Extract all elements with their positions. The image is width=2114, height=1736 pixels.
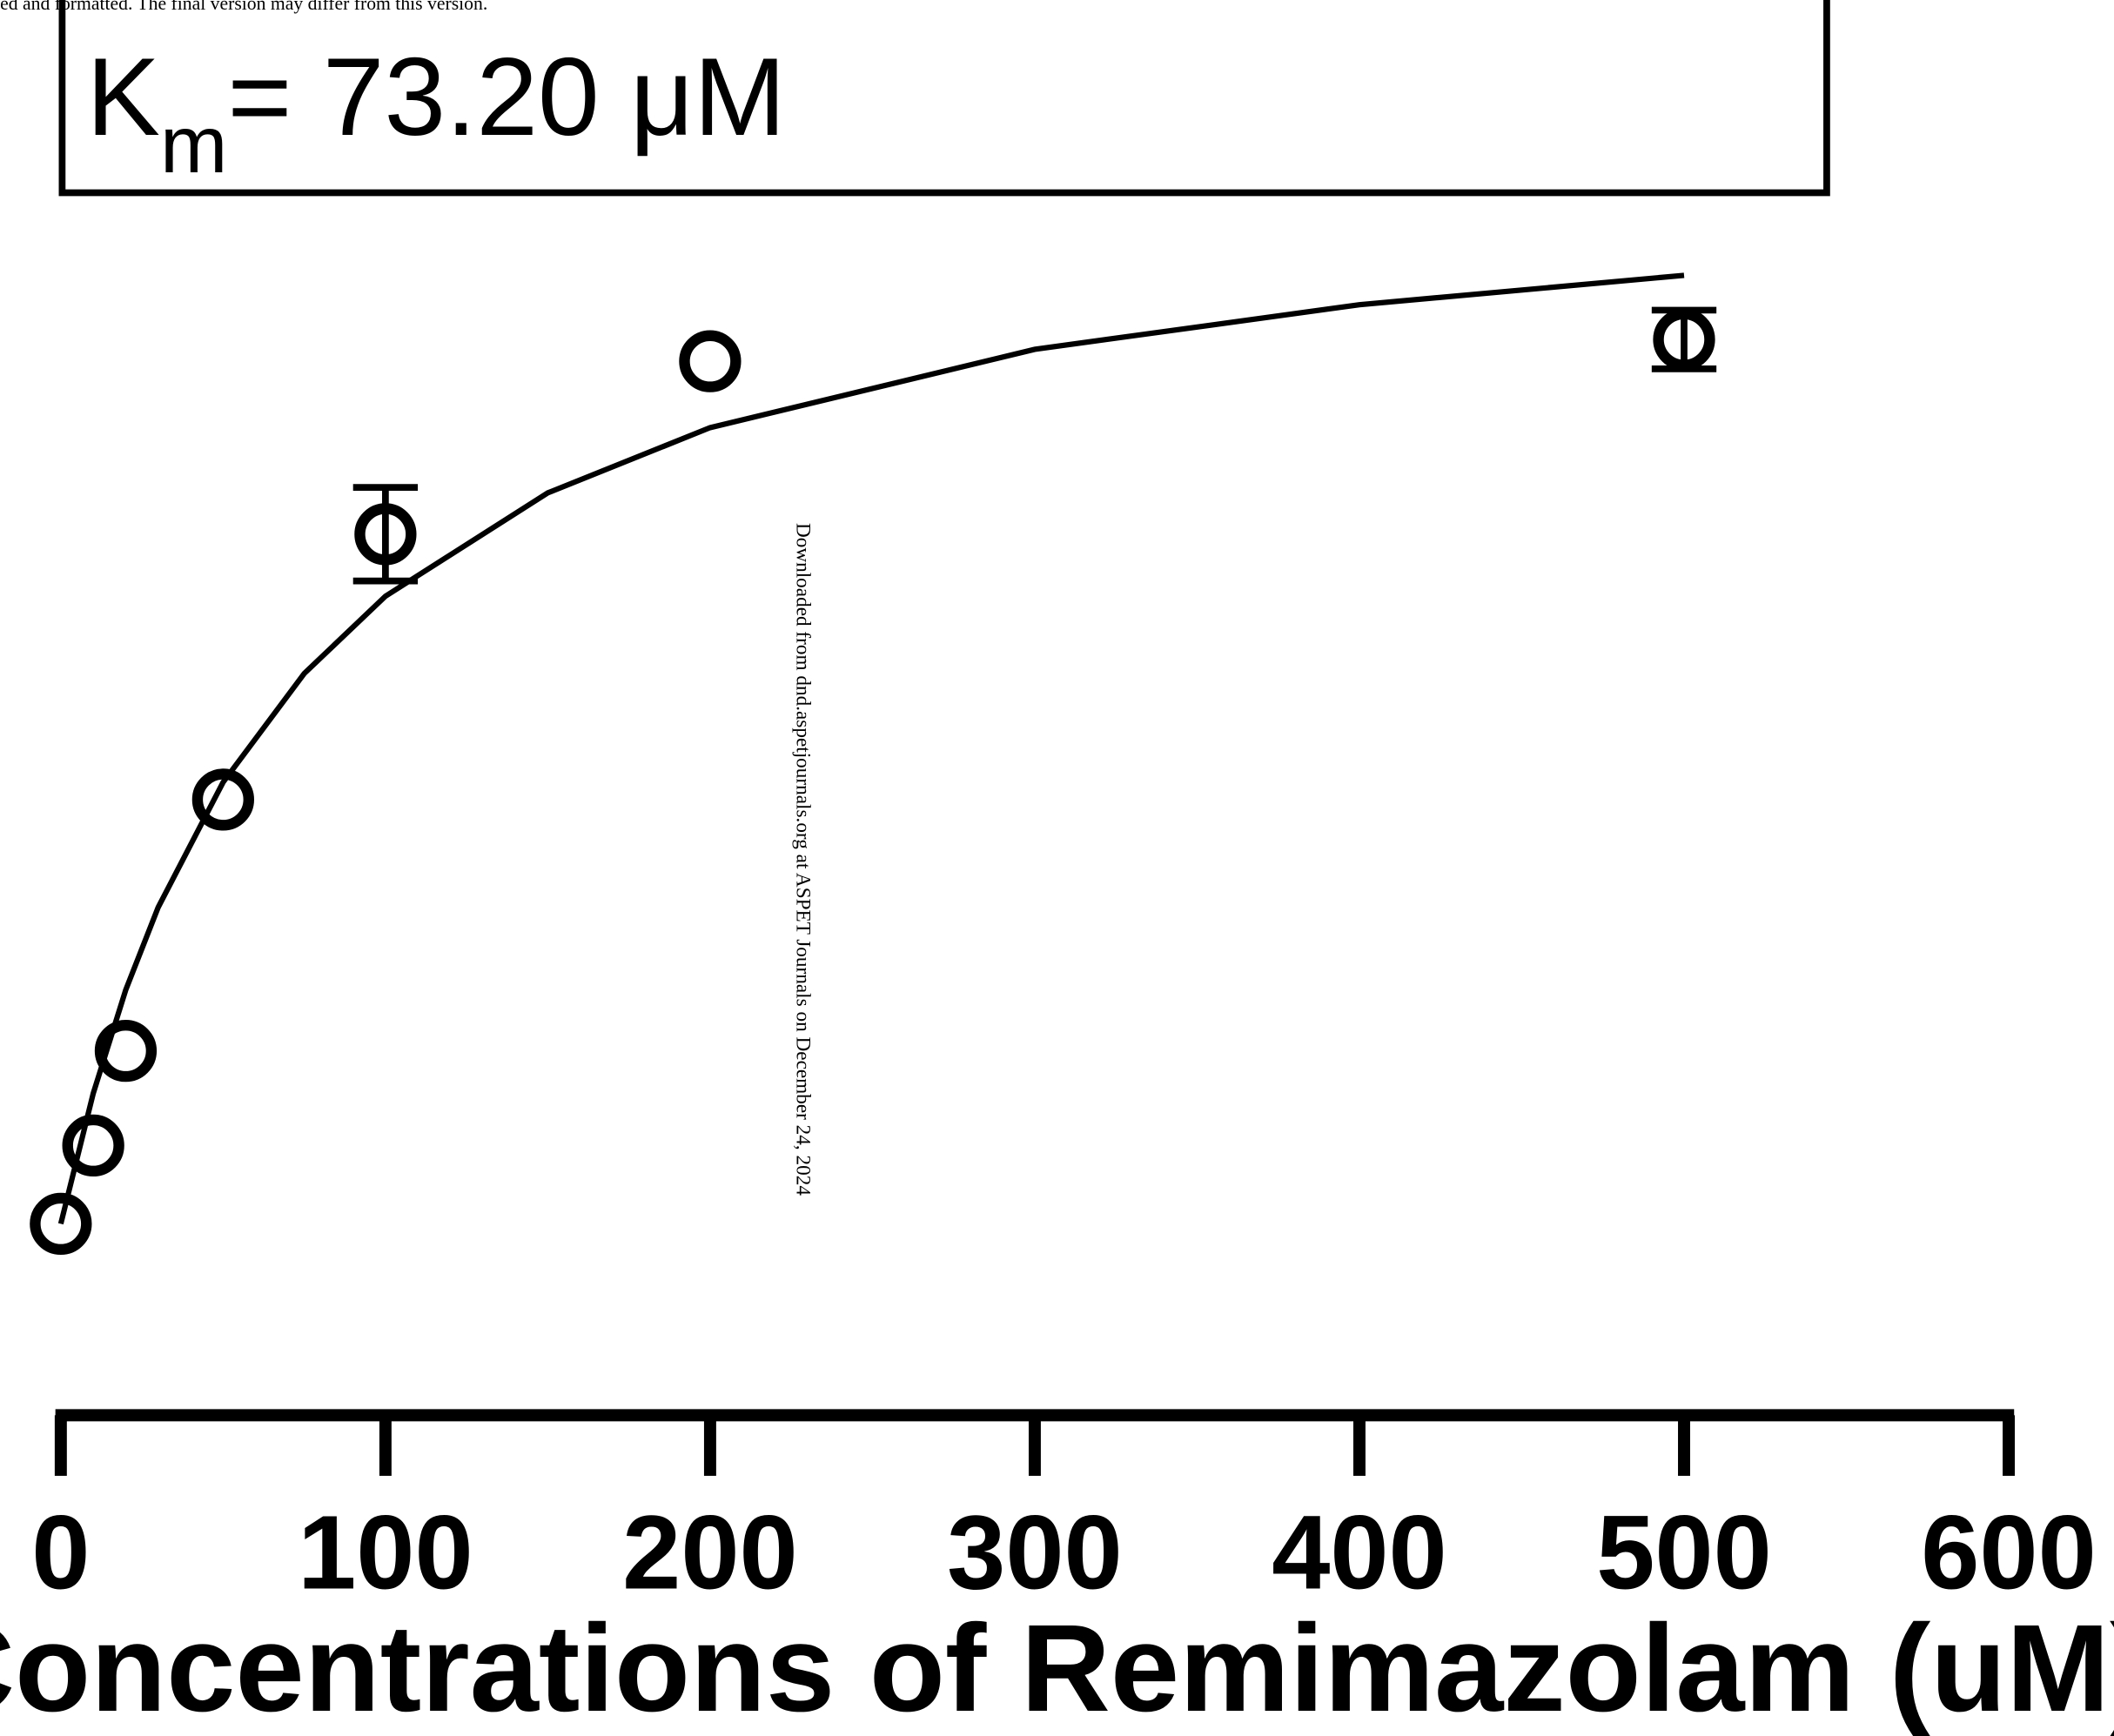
annotation-symbol: K (86, 35, 160, 158)
header-note: ed and formatted. The final version may … (0, 0, 487, 14)
x-tick-label: 0 (31, 1494, 90, 1612)
x-tick-label: 600 (1921, 1494, 2097, 1612)
data-point (354, 503, 417, 566)
annotation-subscript: m (160, 99, 227, 190)
data-point (30, 1192, 92, 1256)
data-point (94, 1020, 158, 1082)
x-tick-label: 400 (1272, 1494, 1447, 1612)
annotation-text: = 73.20 μM (227, 35, 786, 158)
x-tick-label: 500 (1596, 1494, 1772, 1612)
annotation-box (58, 0, 1830, 197)
x-tick-label: 100 (298, 1494, 473, 1612)
data-point (679, 330, 742, 392)
x-tick-label: 300 (947, 1494, 1123, 1612)
x-tick-label: 200 (622, 1494, 798, 1612)
x-axis-label: Concentrations of Remimazolam (uM) (0, 1599, 2114, 1736)
data-point (62, 1114, 124, 1177)
fit-curve (57, 272, 1685, 1225)
error-bar (352, 484, 419, 585)
watermark: Downloaded from dnd.aspetjournals.org at… (792, 523, 815, 1196)
data-point (191, 768, 254, 831)
annotation: Km= 73.20 μM (86, 35, 786, 190)
data-point (1653, 308, 1715, 371)
